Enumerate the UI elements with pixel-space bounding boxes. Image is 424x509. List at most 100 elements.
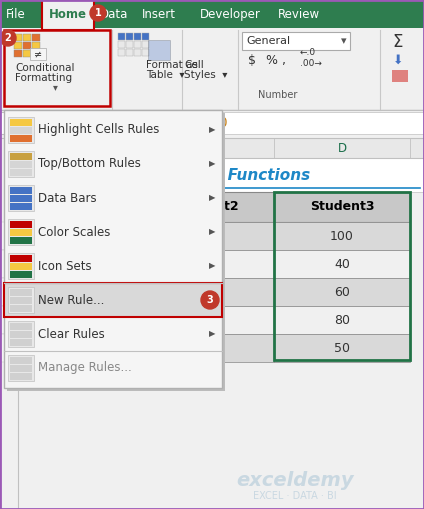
Text: 10: 10 [85, 230, 101, 242]
Bar [0, 138, 424, 509]
Bar [10, 305, 32, 312]
Bar [118, 41, 125, 48]
Bar [134, 41, 141, 48]
Text: %: % [265, 53, 277, 67]
Bar [8, 355, 34, 381]
Bar [10, 229, 32, 236]
Text: ▶: ▶ [209, 228, 215, 237]
Bar [138, 278, 274, 306]
Bar [142, 49, 149, 56]
Bar [10, 263, 32, 270]
Bar [112, 30, 180, 106]
Text: Number: Number [258, 90, 297, 100]
Bar [138, 222, 274, 250]
Bar [138, 334, 274, 362]
Bar [8, 287, 34, 313]
Bar [32, 50, 40, 57]
Text: 50: 50 [334, 342, 350, 354]
Bar [0, 334, 18, 362]
Text: Student2: Student2 [174, 201, 238, 213]
Bar [10, 373, 32, 380]
Bar [10, 271, 32, 278]
Bar [118, 33, 125, 40]
Text: 1: 1 [95, 8, 101, 18]
Bar [14, 42, 22, 49]
Text: D: D [338, 142, 346, 155]
Text: 30: 30 [85, 286, 101, 298]
Text: File: File [6, 8, 26, 20]
Bar [0, 28, 424, 110]
Text: Developer: Developer [200, 8, 261, 20]
Text: Data: Data [100, 8, 128, 20]
Bar [10, 153, 32, 160]
Bar [18, 192, 48, 222]
Text: ▾: ▾ [53, 82, 57, 92]
Bar [148, 40, 170, 60]
Text: Insert: Insert [142, 8, 176, 20]
Bar [32, 34, 40, 41]
Bar [126, 41, 133, 48]
Text: ▶: ▶ [209, 159, 215, 168]
Bar [138, 138, 274, 158]
Text: 3: 3 [206, 295, 213, 305]
Text: Review: Review [278, 8, 320, 20]
Bar [48, 192, 138, 222]
Bar [182, 30, 234, 106]
Bar [0, 112, 150, 134]
Bar [10, 365, 32, 372]
Text: Manage Rules...: Manage Rules... [38, 361, 132, 375]
Circle shape [201, 291, 219, 309]
Text: fx: fx [167, 117, 179, 129]
Bar [126, 33, 133, 40]
Bar [0, 250, 18, 278]
Bar [10, 135, 32, 142]
Bar [242, 32, 350, 50]
Bar [142, 41, 149, 48]
Bar [4, 283, 222, 317]
Text: $: $ [248, 53, 256, 67]
Bar [240, 30, 380, 106]
Text: ▶: ▶ [209, 126, 215, 134]
Bar [142, 33, 149, 40]
Bar [32, 42, 40, 49]
Bar [10, 127, 32, 134]
Text: Home: Home [49, 8, 87, 20]
Text: 8: 8 [6, 315, 13, 325]
Bar [10, 169, 32, 176]
Bar [48, 222, 138, 250]
Bar [18, 278, 48, 306]
Text: ,: , [282, 53, 286, 67]
Bar [0, 138, 18, 509]
Text: Clear Rules: Clear Rules [38, 327, 105, 341]
Bar [138, 158, 424, 192]
Bar [274, 192, 410, 222]
Bar [118, 49, 125, 56]
Bar [18, 306, 48, 334]
Text: 2: 2 [5, 33, 11, 43]
Bar [10, 237, 32, 244]
Text: ▾: ▾ [341, 36, 347, 46]
Bar [23, 42, 31, 49]
Text: 20: 20 [85, 258, 101, 270]
Bar [48, 138, 138, 158]
Text: ⬇: ⬇ [393, 53, 403, 67]
Bar [134, 33, 141, 40]
Bar [18, 158, 138, 192]
Text: ▶: ▶ [209, 329, 215, 338]
Text: 40: 40 [334, 258, 350, 270]
Bar [10, 297, 32, 304]
Bar [274, 250, 410, 278]
Bar [10, 339, 32, 346]
Bar [8, 151, 34, 177]
Bar [10, 203, 32, 210]
Text: Top/Bottom Rules: Top/Bottom Rules [38, 157, 141, 171]
Circle shape [90, 5, 106, 21]
Text: and AND Functions: and AND Functions [148, 167, 310, 183]
Text: Table  ▾: Table ▾ [146, 70, 184, 80]
Bar [7, 113, 225, 391]
Bar [138, 306, 274, 334]
Bar [10, 255, 32, 262]
Text: ▶: ▶ [209, 193, 215, 203]
Bar [48, 278, 138, 306]
Bar [274, 222, 410, 250]
